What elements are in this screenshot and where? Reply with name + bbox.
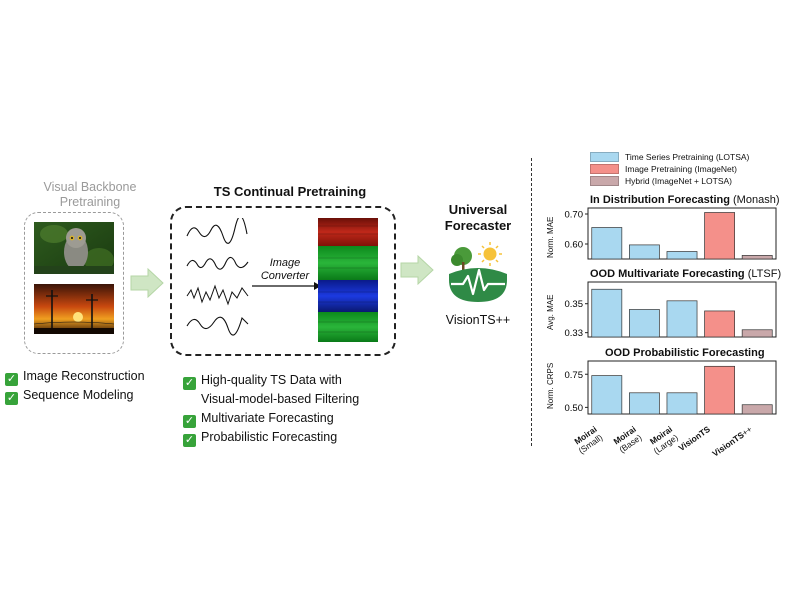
legend-label: Hybrid (ImageNet + LOTSA) xyxy=(625,176,732,186)
section-divider xyxy=(531,158,532,446)
bar xyxy=(704,212,735,260)
sunset-image xyxy=(34,284,114,334)
backbone-title-line1: Visual Backbone xyxy=(43,180,137,194)
check-icon: ✓ xyxy=(183,414,196,428)
x-tick-main: VisionTS xyxy=(710,429,746,459)
chart-title-text: In Distribution Forecasting xyxy=(590,194,730,206)
bar xyxy=(629,309,660,338)
bar xyxy=(741,329,773,338)
check-item: ✓ Multivariate Forecasting xyxy=(183,409,359,428)
backbone-title: Visual Backbone Pretraining xyxy=(30,180,150,210)
y-tick-label: 0.35 xyxy=(565,299,584,310)
y-tick-label: 0.75 xyxy=(565,370,584,381)
check-label: High-quality TS Data with xyxy=(201,373,342,387)
x-tick-label: Moirai (Large) xyxy=(646,424,679,456)
bar xyxy=(629,244,660,260)
check-item: ✓ Image Reconstruction xyxy=(5,367,145,386)
legend-label: Image Pretraining (ImageNet) xyxy=(625,164,737,174)
bar xyxy=(591,227,623,260)
chart-title: OOD Multivariate Forecasting (LTSF) xyxy=(590,268,781,280)
chart-subtitle: (LTSF) xyxy=(747,268,782,280)
converter-label-line2: Converter xyxy=(260,270,310,282)
check-icon: ✓ xyxy=(183,433,196,447)
owl-image xyxy=(34,222,114,274)
backbone-title-line2: Pretraining xyxy=(59,195,121,209)
bar xyxy=(704,365,735,415)
check-label: Multivariate Forecasting xyxy=(201,410,334,425)
bar-chart: 0.75 0.50 xyxy=(565,360,777,415)
legend-item: Time Series Pretraining (LOTSA) xyxy=(590,151,749,163)
check-label: Image Reconstruction xyxy=(23,369,145,383)
check-item: ✓ Sequence Modeling xyxy=(5,386,145,405)
legend-item: Image Pretraining (ImageNet) xyxy=(590,163,749,175)
bar xyxy=(629,392,660,415)
y-tick-label: 0.50 xyxy=(565,403,584,414)
check-item: ✓ Probabilistic Forecasting xyxy=(183,428,359,447)
x-tick-label: VisionTS++ xyxy=(710,424,754,459)
chart-title-text: OOD Multivariate Forecasting xyxy=(590,268,745,280)
converter-arrow-icon xyxy=(252,282,321,290)
forecaster-name: VisionTS++ xyxy=(445,313,511,327)
check-item-continuation: Visual-model-based Filtering xyxy=(183,390,359,409)
continual-box xyxy=(170,206,396,356)
bar xyxy=(591,375,623,415)
check-icon: ✓ xyxy=(5,373,18,386)
bar xyxy=(741,404,773,415)
chart-ylabel: Norm. CRPS xyxy=(546,362,555,409)
legend-swatch xyxy=(590,164,619,174)
x-tick-label: Moirai (Base) xyxy=(611,424,643,455)
bar-chart: 0.70 0.60 xyxy=(565,207,777,260)
bar xyxy=(666,251,698,260)
x-tick-main: VisionTS xyxy=(676,424,712,453)
check-label: Probabilistic Forecasting xyxy=(201,429,338,444)
visionts-logo-icon xyxy=(449,242,507,302)
legend-swatch xyxy=(590,176,619,186)
y-tick-label: 0.70 xyxy=(565,210,584,221)
legend-item: Hybrid (ImageNet + LOTSA) xyxy=(590,175,749,187)
x-tick-label: Moirai (Small) xyxy=(571,424,604,456)
chart-ylabel: Norm. MAE xyxy=(546,216,555,258)
chart-ylabel: Avg. MAE xyxy=(546,294,555,330)
legend-swatch xyxy=(590,152,619,162)
chart-subtitle: (Monash) xyxy=(733,194,780,206)
chart-legend: Time Series Pretraining (LOTSA) Image Pr… xyxy=(590,151,749,187)
check-icon: ✓ xyxy=(183,377,196,390)
continual-title: TS Continual Pretraining xyxy=(213,184,367,199)
flow-arrow-icon xyxy=(130,268,164,298)
forecaster-title-line2: Forecaster xyxy=(444,218,512,233)
bar xyxy=(666,392,698,415)
check-item: ✓ High-quality TS Data with xyxy=(183,371,359,390)
bar-chart: 0.35 0.33 xyxy=(565,281,777,338)
time-series-plot xyxy=(186,218,249,336)
x-tick-label: VisionTS xyxy=(676,424,711,453)
chart-title-text: OOD Probabilistic Forecasting xyxy=(605,347,765,359)
y-tick-label: 0.60 xyxy=(565,240,584,251)
bar xyxy=(704,310,735,338)
forecaster-title-line1: Universal xyxy=(448,202,508,217)
converter-label-line1: Image xyxy=(269,257,301,269)
chart-title: OOD Probabilistic Forecasting xyxy=(605,347,765,359)
backbone-box xyxy=(24,212,124,354)
check-label: Visual-model-based Filtering xyxy=(201,392,360,406)
continual-checklist: ✓ High-quality TS Data with Visual-model-… xyxy=(183,371,359,447)
x-axis-labels: Moirai (Small) Moirai (Base) Moirai (Lar… xyxy=(560,418,780,478)
check-label: Sequence Modeling xyxy=(23,388,134,402)
check-icon: ✓ xyxy=(5,392,18,405)
legend-label: Time Series Pretraining (LOTSA) xyxy=(625,152,750,162)
bar xyxy=(666,300,698,338)
forecaster-title: Universal Forecaster xyxy=(430,202,526,234)
chart-title: In Distribution Forecasting (Monash) xyxy=(590,194,779,206)
converted-image xyxy=(318,218,378,342)
y-tick-label: 0.33 xyxy=(565,328,584,338)
bar xyxy=(591,288,623,338)
flow-arrow-icon xyxy=(400,255,434,285)
converter-label: Image Converter xyxy=(250,257,320,283)
bar xyxy=(741,255,773,260)
backbone-checklist: ✓ Image Reconstruction ✓ Sequence Modeling xyxy=(5,367,145,405)
